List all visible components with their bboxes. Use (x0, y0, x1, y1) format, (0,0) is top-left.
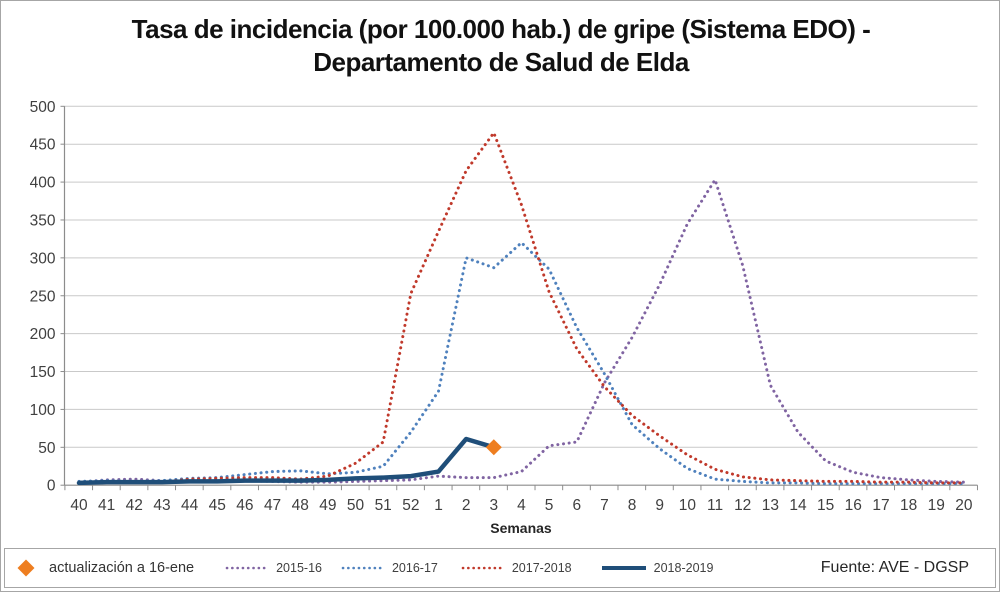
svg-text:50: 50 (347, 497, 365, 514)
svg-text:10: 10 (679, 497, 697, 514)
svg-text:49: 49 (319, 497, 336, 514)
svg-text:42: 42 (126, 497, 143, 514)
svg-text:47: 47 (264, 497, 281, 514)
svg-text:500: 500 (30, 99, 56, 116)
legend-label-2015-16: 2015-16 (276, 561, 322, 575)
legend: actualización a 16-ene 2015-16 2016-17 2… (4, 548, 996, 588)
svg-text:1: 1 (434, 497, 443, 514)
svg-text:19: 19 (928, 497, 945, 514)
svg-text:150: 150 (30, 364, 56, 381)
svg-text:250: 250 (30, 288, 56, 305)
svg-text:44: 44 (181, 497, 199, 514)
legend-label-2016-17: 2016-17 (391, 561, 438, 575)
svg-text:43: 43 (153, 497, 170, 514)
svg-text:40: 40 (70, 497, 88, 514)
svg-text:9: 9 (655, 497, 664, 514)
source-text: Fuente: AVE - DGSP (820, 559, 969, 576)
svg-text:100: 100 (30, 402, 56, 419)
svg-text:300: 300 (30, 250, 56, 267)
update-diamond-icon (17, 559, 35, 577)
svg-text:50: 50 (38, 440, 56, 457)
svg-text:46: 46 (236, 497, 253, 514)
svg-text:400: 400 (30, 175, 56, 192)
svg-text:5: 5 (545, 497, 554, 514)
legend-swatch-2017-2018 (461, 566, 505, 570)
chart-title: Tasa de incidencia (por 100.000 hab.) de… (131, 14, 871, 78)
svg-text:14: 14 (789, 497, 807, 514)
legend-swatch-2018-2019 (601, 566, 646, 570)
svg-text:17: 17 (872, 497, 889, 514)
svg-text:2: 2 (462, 497, 471, 514)
svg-text:8: 8 (628, 497, 637, 514)
svg-text:16: 16 (845, 497, 862, 514)
svg-text:12: 12 (734, 497, 751, 514)
update-marker-label: actualización a 16-ene (49, 560, 195, 576)
svg-text:15: 15 (817, 497, 834, 514)
legend-swatch-2016-17 (341, 566, 385, 570)
svg-text:450: 450 (30, 137, 56, 154)
svg-text:52: 52 (402, 497, 419, 514)
svg-text:20: 20 (955, 497, 973, 514)
svg-text:6: 6 (572, 497, 581, 514)
svg-text:48: 48 (292, 497, 309, 514)
svg-text:45: 45 (209, 497, 226, 514)
svg-text:18: 18 (900, 497, 917, 514)
svg-text:51: 51 (375, 497, 392, 514)
svg-text:11: 11 (707, 497, 723, 514)
svg-text:41: 41 (98, 497, 115, 514)
legend-swatch-2015-16 (225, 566, 269, 570)
svg-text:200: 200 (30, 326, 56, 343)
legend-label-2017-2018: 2017-2018 (511, 561, 572, 575)
legend-label-2018-2019: 2018-2019 (653, 561, 714, 575)
svg-text:0: 0 (47, 478, 56, 495)
svg-text:3: 3 (489, 497, 498, 514)
svg-text:4: 4 (517, 497, 526, 514)
svg-text:13: 13 (762, 497, 779, 514)
svg-text:7: 7 (600, 497, 609, 514)
svg-text:Semanas: Semanas (490, 520, 552, 536)
svg-text:350: 350 (30, 212, 56, 229)
